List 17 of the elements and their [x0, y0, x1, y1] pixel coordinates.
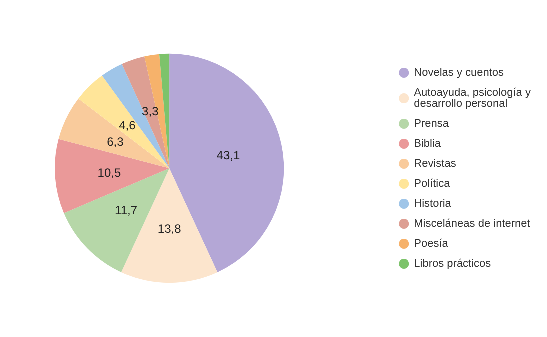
legend-label: Novelas y cuentos: [414, 67, 505, 79]
legend-label: Revistas: [414, 158, 457, 170]
data-label: 6,3: [107, 134, 124, 149]
legend-label: Política: [414, 178, 452, 190]
legend-label: Historia: [414, 198, 452, 210]
data-label: 3,3: [142, 104, 160, 118]
data-label: 4,6: [119, 118, 136, 132]
legend-label: Poesía: [414, 238, 450, 250]
legend-label: Libros prácticos: [414, 258, 492, 270]
data-label: 43,1: [216, 148, 240, 163]
legend-label: Autoayuda, psicología y desarrollo personal: [414, 87, 534, 110]
legend-label: Biblia: [414, 138, 442, 150]
data-label: 13,8: [158, 222, 182, 236]
legend-label: Prensa: [414, 118, 450, 130]
data-label: 11,7: [115, 203, 138, 218]
data-label: 10,5: [98, 166, 122, 180]
legend-label: Misceláneas de internet: [414, 218, 530, 230]
